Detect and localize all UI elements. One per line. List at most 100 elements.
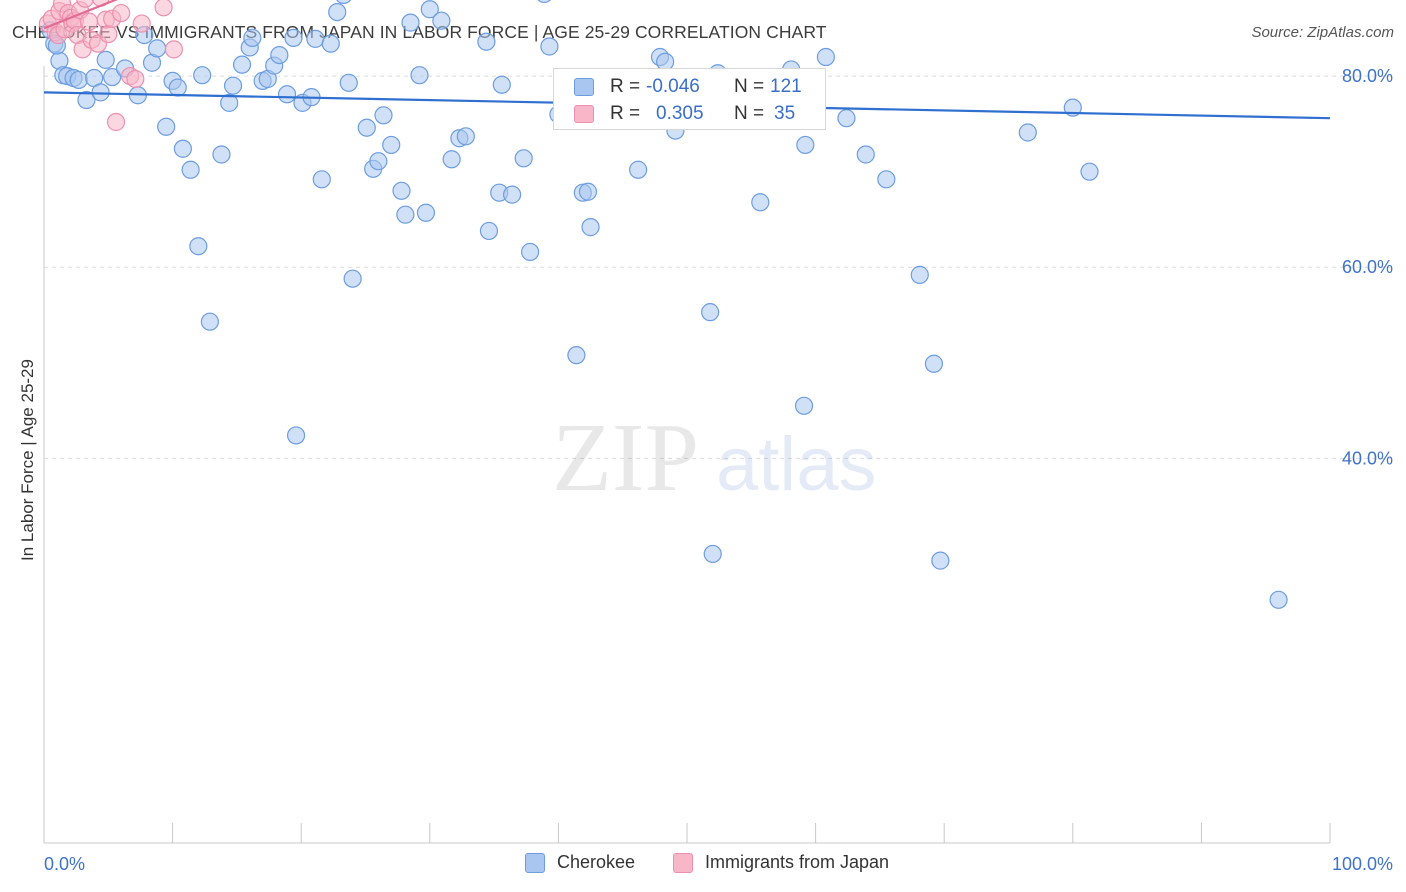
watermark: ZIP atlas — [552, 404, 877, 512]
cherokee-point — [837, 109, 856, 128]
japan-point — [164, 40, 183, 59]
legend-swatch-japan — [574, 105, 594, 123]
cherokee-point — [581, 218, 600, 237]
source-label: Source: ZipAtlas.com — [1251, 24, 1394, 41]
cherokee-point — [796, 135, 815, 155]
legend-r-label: R = — [610, 103, 641, 124]
japan-point — [99, 24, 118, 44]
cherokee-point — [910, 265, 929, 284]
cherokee-point — [503, 185, 522, 204]
japan-point — [132, 14, 151, 33]
cherokee-point — [701, 303, 720, 322]
cherokee-point — [442, 150, 461, 169]
cherokee-point — [69, 70, 88, 90]
tick-labels: 40.0%60.0%80.0%100.0%0.0%100.0% — [44, 66, 1393, 874]
cherokee-point — [396, 205, 415, 224]
cherokee-point — [856, 145, 875, 164]
cherokee-point — [220, 93, 239, 112]
bottom-swatch-cherokee — [525, 853, 545, 873]
axes — [43, 66, 1331, 844]
x-tick-label: 100.0% — [1332, 854, 1393, 874]
cherokee-point — [103, 67, 122, 87]
legend-n-value: 35 — [774, 103, 796, 124]
cherokee-point — [432, 11, 451, 30]
cherokee-point — [181, 160, 200, 179]
legend-r-value: 0.305 — [656, 103, 704, 124]
cherokee-point — [703, 544, 722, 564]
cherokee-point — [382, 135, 401, 155]
cherokee-point — [629, 160, 648, 179]
y-tick-label: 60.0% — [1342, 257, 1393, 277]
cherokee-point — [420, 0, 439, 19]
cherokee-point — [223, 76, 243, 95]
legend-n-label: N = — [734, 76, 765, 97]
cherokee-point — [816, 47, 835, 67]
legend-r-value: -0.046 — [646, 76, 700, 97]
cherokee-point — [477, 32, 496, 51]
watermark-zip: ZIP — [552, 404, 699, 512]
cherokee-point — [1269, 590, 1288, 609]
cherokee-point — [312, 170, 331, 189]
cherokee-point — [77, 90, 96, 110]
cherokee-point — [173, 139, 192, 158]
cherokee-point — [189, 237, 208, 256]
cherokee-point — [200, 312, 219, 331]
cherokee-point — [456, 127, 475, 146]
cherokee-point — [521, 242, 540, 262]
watermark-atlas: atlas — [716, 422, 877, 507]
y-tick-label: 80.0% — [1342, 66, 1393, 86]
cherokee-point — [1080, 162, 1099, 181]
cherokee-point — [1018, 123, 1037, 142]
bottom-swatch-japan — [673, 853, 693, 873]
cherokee-point — [924, 354, 944, 373]
x-tick-label: 0.0% — [44, 854, 85, 874]
cherokee-point — [416, 203, 436, 222]
cherokee-point — [243, 28, 262, 47]
cherokee-point — [157, 117, 176, 136]
bottom-legend-label: Cherokee — [557, 852, 636, 872]
cherokee-point — [336, 0, 352, 4]
legend-r-label: R = — [610, 76, 641, 97]
cherokee-point — [514, 149, 533, 168]
cherokee-point — [751, 193, 770, 212]
cherokee-point — [392, 181, 411, 200]
japan-points — [38, 0, 183, 132]
y-axis-label: In Labor Force | Age 25-29 — [18, 359, 37, 561]
cherokee-point — [212, 145, 231, 164]
cherokee-point — [357, 118, 376, 137]
japan-point — [126, 69, 145, 89]
cherokee-point — [328, 2, 347, 22]
japan-point — [76, 0, 95, 8]
japan-point — [79, 12, 99, 31]
chart-title: CHEROKEE VS IMMIGRANTS FROM JAPAN IN LAB… — [12, 22, 827, 42]
correlation-legend: R = -0.046 N = 121 R = 0.305 N = 35 — [553, 68, 826, 130]
cherokee-point — [479, 221, 499, 241]
cherokee-point — [284, 28, 303, 47]
cherokee-point — [540, 37, 559, 56]
cherokee-point — [148, 39, 167, 58]
cherokee-point — [270, 45, 289, 65]
cherokee-point — [306, 29, 325, 48]
cherokee-point — [343, 269, 362, 288]
cherokee-point — [232, 55, 252, 74]
cherokee-point — [321, 34, 340, 53]
japan-trend-line — [43, 0, 119, 30]
japan-point — [106, 112, 126, 132]
cherokee-point — [286, 426, 306, 445]
cherokee-point — [374, 106, 393, 125]
cherokee-point — [794, 396, 814, 415]
cherokee-point — [410, 66, 429, 85]
cherokee-point — [369, 152, 388, 171]
cherokee-point — [401, 13, 420, 32]
japan-point — [154, 0, 173, 17]
cherokee-point — [339, 73, 358, 92]
y-tick-label: 40.0% — [1342, 448, 1393, 468]
bottom-legend-label: Immigrants from Japan — [705, 852, 890, 872]
cherokee-point — [277, 85, 297, 104]
cherokee-point — [567, 346, 586, 365]
cherokee-point — [537, 0, 552, 4]
legend-n-label: N = — [734, 103, 765, 124]
cherokee-point — [931, 551, 950, 570]
cherokee-point — [492, 75, 511, 94]
